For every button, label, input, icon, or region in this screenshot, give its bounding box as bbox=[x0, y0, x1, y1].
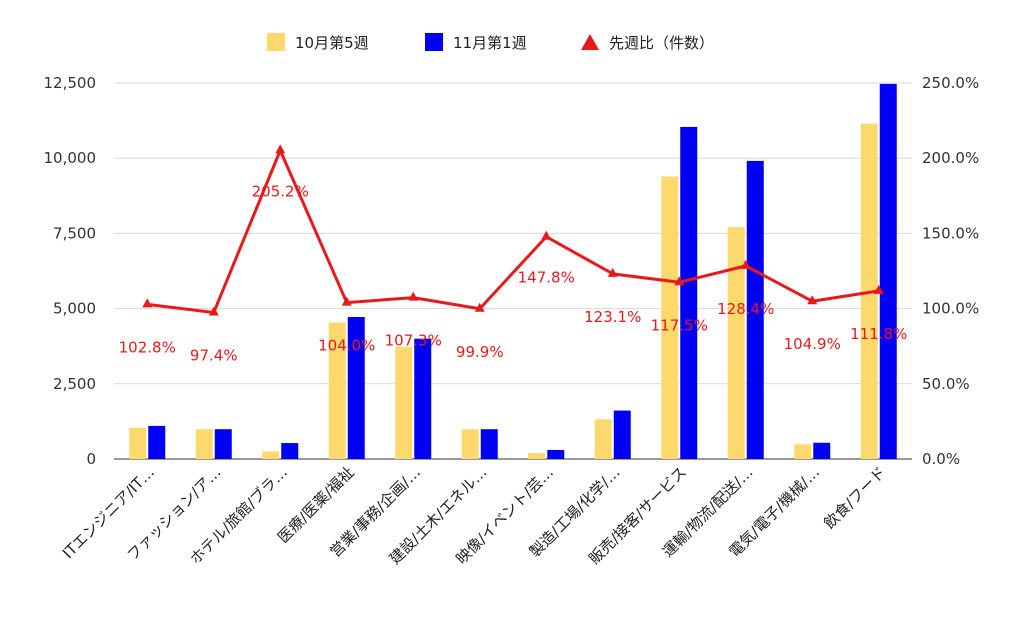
bar-nov-week1 bbox=[813, 442, 831, 459]
right-tick-label: 150.0% bbox=[922, 224, 979, 242]
left-tick-label: 0 bbox=[86, 450, 96, 468]
bar-nov-week1 bbox=[680, 126, 698, 459]
bar-oct-week5 bbox=[794, 444, 812, 459]
right-tick-label: 200.0% bbox=[922, 149, 979, 167]
ratio-data-label: 128.4% bbox=[717, 300, 774, 318]
bar-nov-week1 bbox=[480, 429, 498, 459]
bar-nov-week1 bbox=[347, 317, 365, 459]
ratio-data-label: 107.3% bbox=[385, 332, 442, 350]
ratio-point bbox=[341, 296, 352, 306]
ratio-point bbox=[873, 284, 884, 294]
ratio-data-label: 104.9% bbox=[784, 335, 841, 353]
legend-triangle-icon bbox=[581, 34, 599, 50]
left-tick-label: 12,500 bbox=[44, 74, 97, 92]
left-tick-label: 7,500 bbox=[53, 224, 96, 242]
ratio-line-path bbox=[147, 148, 879, 315]
bar-nov-week1 bbox=[547, 449, 565, 459]
ratio-data-label: 97.4% bbox=[190, 347, 238, 365]
ratio-data-label: 104.0% bbox=[318, 337, 375, 355]
left-axis-ticks: 0 2,500 5,000 7,500 10,000 12,500 bbox=[44, 74, 97, 468]
legend-swatch bbox=[425, 33, 443, 51]
left-tick-label: 10,000 bbox=[44, 149, 97, 167]
ratio-point bbox=[607, 267, 618, 277]
ratio-point bbox=[208, 306, 219, 316]
bar-oct-week5 bbox=[528, 452, 546, 459]
bar-nov-week1 bbox=[148, 425, 166, 459]
right-axis-ticks: 0.0% 50.0% 100.0% 150.0% 200.0% 250.0% bbox=[922, 74, 979, 468]
bar-nov-week1 bbox=[414, 338, 432, 459]
ratio-data-label: 205.2% bbox=[252, 182, 309, 200]
legend-label: 11月第1週 bbox=[453, 34, 527, 52]
ratio-data-label: 147.8% bbox=[518, 269, 575, 287]
ratio-point bbox=[408, 291, 419, 301]
ratio-data-label: 111.8% bbox=[850, 325, 907, 343]
ratio-data-label: 117.5% bbox=[651, 316, 708, 334]
bar-nov-week1 bbox=[214, 429, 232, 459]
right-tick-label: 50.0% bbox=[922, 375, 970, 393]
legend-swatch bbox=[267, 33, 285, 51]
bar-nov-week1 bbox=[613, 410, 631, 459]
bar-nov-week1 bbox=[281, 443, 299, 459]
ratio-data-label: 99.9% bbox=[456, 343, 504, 361]
right-tick-label: 250.0% bbox=[922, 74, 979, 92]
ratio-point bbox=[474, 302, 485, 312]
ratio-point bbox=[674, 276, 685, 286]
legend-label: 10月第5週 bbox=[295, 34, 369, 52]
ratio-point bbox=[807, 295, 818, 305]
ratio-line: 102.8% 97.4% 205.2% 104.0% 107.3% 99.9% 147.8%… bbox=[119, 144, 907, 365]
category-labels: ITエンジニア/IT…ファッション/ア…ホテル/旅館/ブラ…医療/医薬/福祉営業… bbox=[59, 463, 890, 568]
bar-oct-week5 bbox=[262, 451, 280, 459]
bar-oct-week5 bbox=[195, 429, 213, 459]
ratio-point bbox=[541, 230, 552, 240]
bar-nov-week1 bbox=[746, 160, 764, 459]
bar-oct-week5 bbox=[594, 419, 612, 459]
bar-oct-week5 bbox=[661, 176, 679, 459]
ratio-data-label: 102.8% bbox=[119, 338, 176, 356]
bar-oct-week5 bbox=[395, 346, 413, 459]
bar-oct-week5 bbox=[461, 429, 479, 459]
right-tick-label: 0.0% bbox=[922, 450, 960, 468]
bar-oct-week5 bbox=[727, 227, 745, 459]
left-tick-label: 5,000 bbox=[53, 300, 96, 318]
category-label: 飲食/フード bbox=[820, 463, 889, 532]
legend: 10月第5週 11月第1週 先週比（件数） bbox=[267, 33, 714, 52]
legend-label: 先週比（件数） bbox=[609, 34, 714, 52]
right-tick-label: 100.0% bbox=[922, 300, 979, 318]
bar-oct-week5 bbox=[129, 427, 147, 459]
left-tick-label: 2,500 bbox=[53, 375, 96, 393]
ratio-point bbox=[142, 298, 153, 308]
ratio-point bbox=[740, 259, 751, 269]
ratio-data-label: 123.1% bbox=[584, 308, 641, 326]
ratio-point bbox=[275, 144, 286, 154]
bar-nov-week1 bbox=[879, 83, 897, 459]
bar-oct-week5 bbox=[328, 322, 346, 459]
